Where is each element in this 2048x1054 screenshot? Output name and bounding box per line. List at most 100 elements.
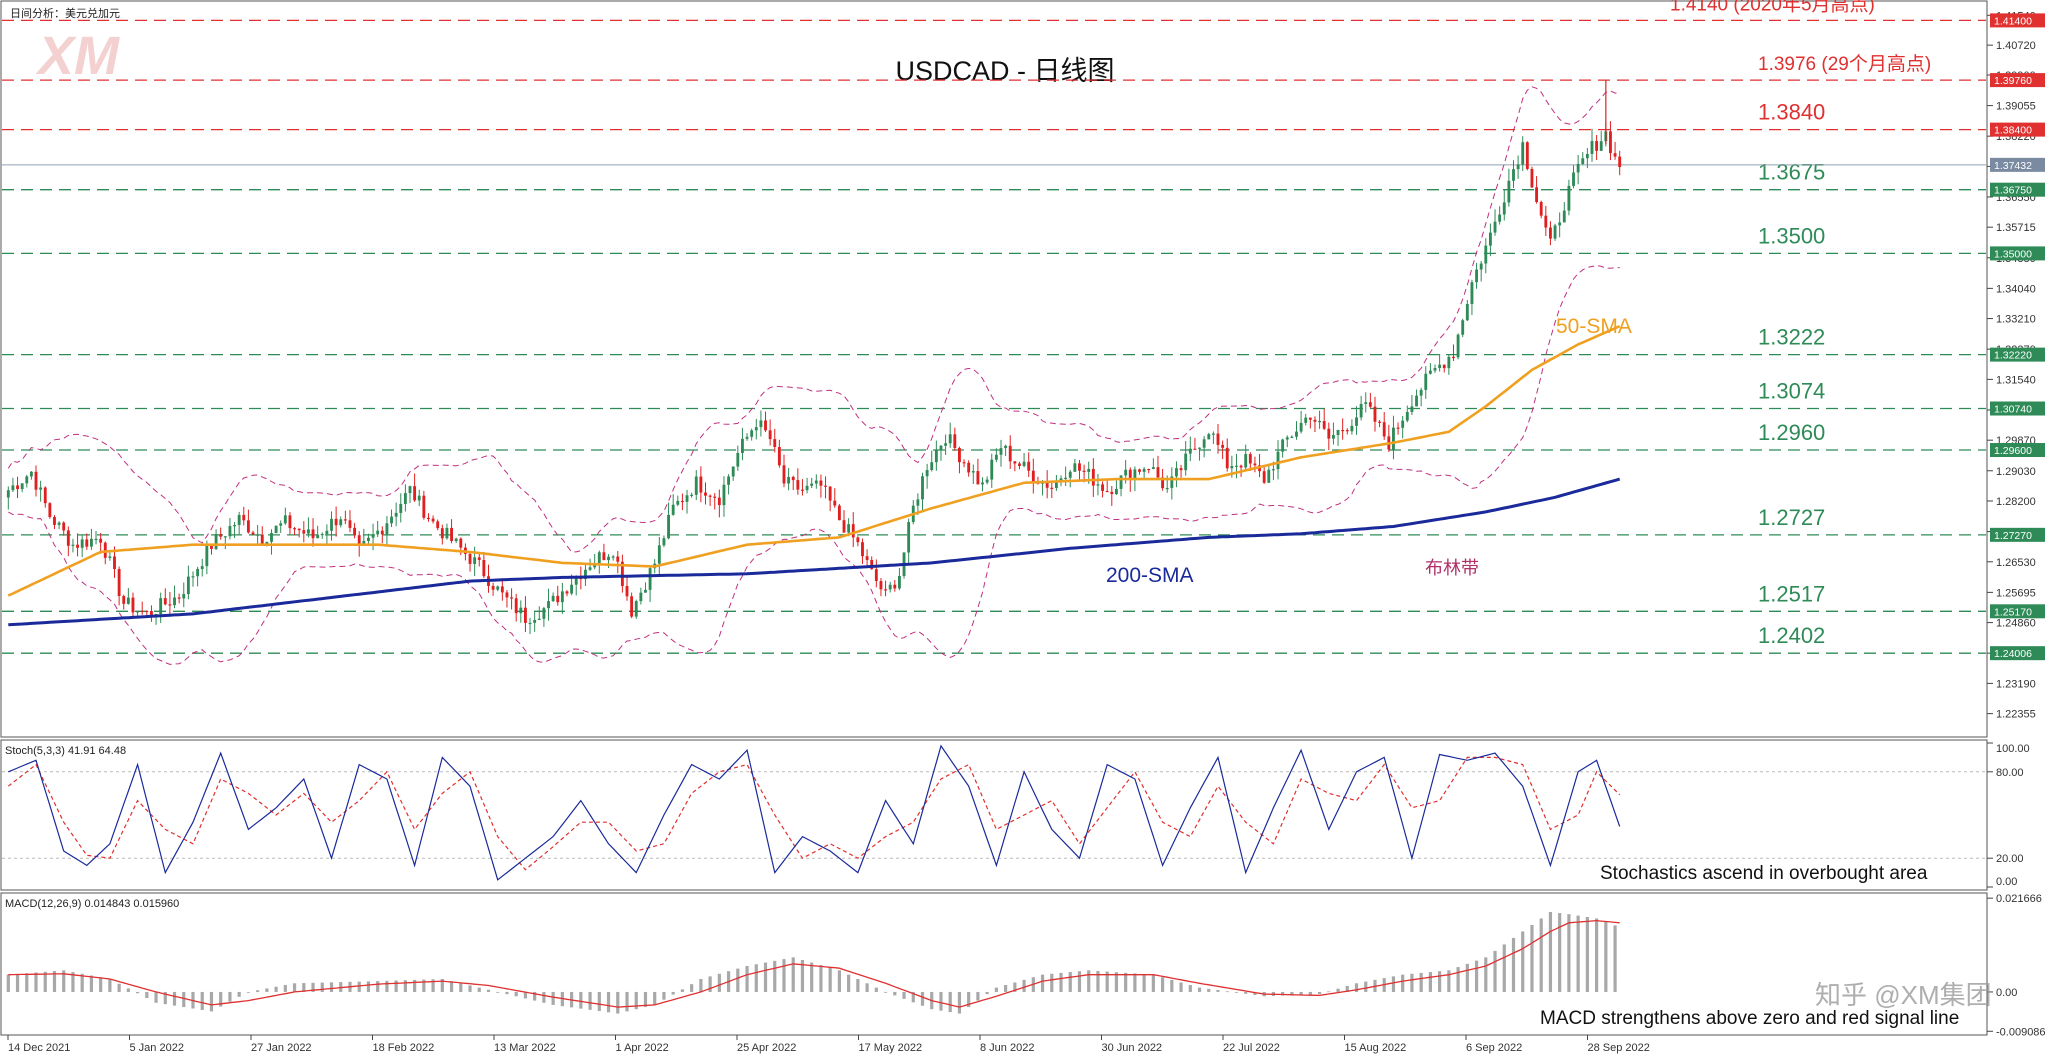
bollinger-bands (7, 86, 1620, 665)
candle-body (870, 559, 874, 570)
candle-body (999, 448, 1003, 455)
candle-body (685, 495, 689, 502)
chart-caption: 日间分析：美元兑加元 (10, 6, 120, 20)
candle-body (1576, 163, 1580, 173)
candle-body (1068, 471, 1072, 478)
macd-histogram-bar (976, 991, 980, 1001)
candle-body (1405, 411, 1409, 421)
macd-histogram-bar (1179, 982, 1183, 992)
candle-body (741, 438, 744, 453)
candle-body (159, 598, 163, 615)
time-tick-label: 17 May 2022 (859, 1042, 923, 1054)
candle-body (408, 486, 412, 494)
level-price-tag (1990, 401, 2045, 416)
macd-histogram-bar (1604, 921, 1608, 992)
candle-body (1110, 491, 1114, 495)
candle-body (173, 597, 176, 606)
candle-body (796, 480, 800, 490)
candle-body (99, 538, 103, 543)
candle-body (274, 525, 278, 534)
candle-body (108, 556, 112, 558)
candle-body (981, 482, 984, 485)
candle-body (117, 569, 121, 597)
candle-body (1438, 364, 1442, 369)
candle-body (574, 576, 578, 585)
candle-body (1133, 469, 1137, 480)
candle-body (736, 452, 740, 467)
candle-body (1396, 427, 1400, 429)
candle-body (1170, 476, 1174, 488)
candle-body (242, 514, 246, 521)
candle-body (1128, 469, 1132, 480)
macd-histogram-bar (385, 980, 389, 992)
candle-body (482, 560, 486, 577)
candle-body (265, 541, 269, 545)
macd-histogram-bar (62, 970, 66, 992)
macd-histogram-bar (1022, 979, 1026, 992)
macd-histogram-bar (52, 971, 57, 992)
candle-body (1239, 465, 1243, 468)
candle-body (1322, 421, 1326, 429)
macd-histogram-bar (357, 981, 361, 992)
candle-body (1465, 304, 1469, 321)
candle-body (177, 597, 181, 599)
candle-body (1082, 470, 1086, 472)
candle-body (630, 596, 634, 617)
price-tick-label: 1.24860 (1996, 618, 2036, 630)
candle-body (1562, 210, 1566, 223)
candle-body (837, 505, 841, 521)
candle-body (256, 534, 260, 536)
macd-histogram-bar (837, 970, 841, 992)
candle-body (1558, 222, 1562, 226)
candle-body (131, 597, 135, 613)
price-tick-label: 1.25695 (1996, 587, 2036, 599)
candle-body (182, 594, 186, 599)
macd-histogram-bar (1216, 990, 1220, 992)
candle-body (616, 556, 620, 562)
sma200-line (8, 477, 1621, 627)
macd-histogram-bar (616, 991, 620, 1014)
candle-body (1456, 334, 1460, 358)
price-tick-label: 1.34040 (1996, 283, 2036, 295)
candle-body (6, 490, 10, 498)
candle-body (66, 530, 70, 546)
candle-body (1031, 470, 1035, 483)
macd-histogram-bar (172, 991, 177, 1006)
candle-body (717, 497, 721, 506)
candle-body (662, 538, 666, 546)
macd-histogram-bar (209, 991, 214, 1012)
candle-body (136, 610, 140, 613)
macd-histogram-bar (422, 979, 426, 992)
candle-body (916, 499, 920, 506)
level-price-tag-text: 1.25170 (1994, 606, 2032, 618)
time-axis: 14 Dec 2021 5 Jan 2022 27 Jan 2022 18 Feb 2… (7, 1035, 1650, 1054)
macd-histogram-bar (413, 979, 417, 992)
macd-histogram-bar (117, 983, 121, 992)
candle-body (1461, 320, 1465, 335)
sma50-label: 50-SMA (1556, 315, 1632, 338)
candle-body (422, 495, 426, 518)
macd-histogram-bar (1438, 971, 1442, 992)
candle-body (210, 544, 213, 549)
candle-body (113, 556, 116, 570)
candle-body (505, 592, 509, 598)
candle-body (85, 539, 89, 547)
candle-body (948, 434, 952, 444)
candle-body (634, 601, 638, 617)
candle-body (819, 480, 823, 486)
candle-body (279, 523, 283, 526)
macd-histogram-bar (800, 959, 805, 992)
macd-histogram-bar (1133, 973, 1137, 992)
candle-body (417, 495, 421, 501)
candle-body (1609, 131, 1612, 154)
candle-body (122, 596, 126, 604)
candle-body (1493, 221, 1497, 233)
candle-body (357, 535, 361, 545)
candle-body (847, 524, 851, 533)
candle-body (1221, 444, 1225, 448)
candle-body (1188, 448, 1192, 454)
level-price-tag (1990, 443, 2045, 458)
candle-body (376, 530, 380, 535)
candle-body (1235, 465, 1238, 467)
candle-body (671, 504, 675, 515)
